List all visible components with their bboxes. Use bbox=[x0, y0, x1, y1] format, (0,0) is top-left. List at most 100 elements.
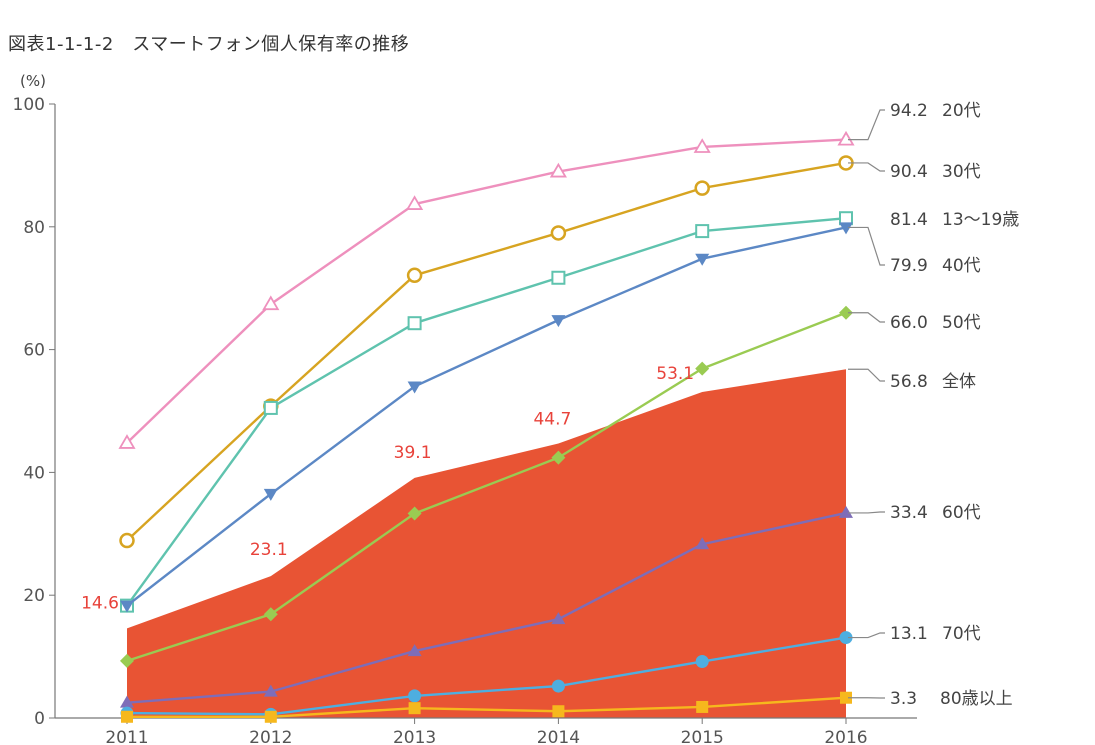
point-50代-2012 bbox=[263, 607, 278, 622]
label-layer: 14.6 23.1 39.1 44.7 53.1 94.2 20代 90.4 30代 81.4 13… bbox=[81, 101, 1019, 709]
point-80歳以上-2015 bbox=[696, 700, 709, 713]
x-tick-label-2012: 2012 bbox=[249, 728, 292, 745]
y-tick-label-0: 0 bbox=[34, 709, 45, 729]
total-data-label-2014: 44.7 bbox=[533, 410, 571, 430]
series-line-40代 bbox=[126, 226, 847, 607]
point-20代-2015 bbox=[693, 138, 711, 153]
end-value-50代: 66.0 bbox=[890, 313, 928, 333]
point-70代-2015 bbox=[695, 655, 709, 669]
leader-40代 bbox=[848, 226, 885, 266]
point-60代-2014 bbox=[551, 612, 566, 625]
point-80歳以上-2011 bbox=[121, 710, 133, 723]
total-data-label-2011: 14.6 bbox=[81, 593, 119, 613]
end-value-20代: 94.2 bbox=[890, 101, 928, 121]
end-value-30代: 90.4 bbox=[890, 162, 928, 182]
point-60代-2013 bbox=[407, 644, 422, 657]
end-value-70代: 13.1 bbox=[890, 624, 928, 644]
series-60代 bbox=[120, 505, 853, 708]
point-60代-2016 bbox=[839, 505, 853, 518]
series-20代 bbox=[118, 130, 855, 449]
area-layer bbox=[127, 369, 846, 718]
point-40代-2011 bbox=[120, 600, 134, 613]
end-value-40代: 79.9 bbox=[890, 256, 928, 276]
total-data-label-2015: 53.1 bbox=[656, 364, 694, 384]
point-50代-2014 bbox=[551, 450, 566, 465]
point-80歳以上-2014 bbox=[552, 705, 565, 718]
leader-70代 bbox=[848, 632, 885, 639]
y-tick-label-60: 60 bbox=[23, 341, 45, 361]
end-value-全体: 56.8 bbox=[890, 372, 928, 392]
leader-全体 bbox=[848, 368, 885, 382]
series-line-60代 bbox=[126, 511, 847, 704]
point-40代-2016 bbox=[839, 222, 853, 235]
chart-title: 図表1-1-1-2 スマートフォン個人保有率の推移 bbox=[8, 34, 410, 55]
total-data-label-2012: 23.1 bbox=[250, 540, 288, 560]
point-20代-2012 bbox=[262, 295, 280, 311]
point-13～19歳-2013 bbox=[407, 316, 422, 331]
point-40代-2014 bbox=[551, 315, 566, 328]
point-70代-2016 bbox=[839, 631, 853, 645]
y-tick-label-20: 20 bbox=[23, 586, 45, 606]
series-line-30代 bbox=[126, 161, 847, 542]
leader-50代 bbox=[848, 312, 885, 323]
point-20代-2011 bbox=[118, 434, 136, 449]
point-60代-2015 bbox=[695, 537, 710, 550]
y-axis-unit: (%) bbox=[20, 72, 46, 90]
point-40代-2012 bbox=[263, 488, 278, 501]
series-line-80歳以上 bbox=[127, 696, 847, 718]
point-20代-2016 bbox=[837, 130, 855, 146]
point-30代-2014 bbox=[550, 225, 567, 241]
end-name-30代: 30代 bbox=[942, 162, 981, 182]
point-40代-2015 bbox=[695, 253, 710, 266]
point-70代-2013 bbox=[408, 689, 422, 703]
end-name-全体: 全体 bbox=[942, 372, 976, 392]
series-layer bbox=[118, 130, 855, 723]
series-80歳以上 bbox=[121, 691, 852, 723]
y-tick-label-40: 40 bbox=[23, 463, 45, 483]
point-13～19歳-2016 bbox=[839, 211, 853, 226]
end-name-13～19歳: 13～19歳 bbox=[942, 210, 1019, 230]
point-60代-2011 bbox=[120, 695, 134, 708]
series-50代 bbox=[120, 305, 853, 668]
y-tick-label-80: 80 bbox=[23, 218, 45, 238]
end-name-40代: 40代 bbox=[942, 256, 981, 276]
total-area bbox=[127, 369, 846, 718]
point-30代-2011 bbox=[119, 532, 135, 549]
point-70代-2014 bbox=[551, 679, 565, 693]
x-tick-label-2016: 2016 bbox=[824, 728, 867, 745]
point-50代-2015 bbox=[695, 361, 710, 376]
x-tick-label-2015: 2015 bbox=[681, 728, 724, 745]
x-tick-label-2011: 2011 bbox=[105, 728, 148, 745]
x-tick-label-2014: 2014 bbox=[537, 728, 580, 745]
end-value-60代: 33.4 bbox=[890, 503, 928, 523]
series-line-13～19歳 bbox=[126, 217, 847, 607]
point-20代-2014 bbox=[549, 162, 567, 178]
series-line-70代 bbox=[126, 636, 847, 716]
series-30代 bbox=[119, 155, 854, 549]
point-50代-2011 bbox=[120, 653, 134, 668]
point-30代-2015 bbox=[694, 180, 710, 196]
end-name-20代: 20代 bbox=[942, 101, 981, 121]
point-40代-2013 bbox=[407, 381, 422, 394]
end-name-50代: 50代 bbox=[942, 313, 981, 333]
x-tick-label-2013: 2013 bbox=[393, 728, 436, 745]
point-30代-2013 bbox=[406, 267, 423, 284]
point-80歳以上-2013 bbox=[408, 702, 421, 715]
total-data-label-2013: 39.1 bbox=[394, 443, 432, 463]
series-line-20代 bbox=[126, 138, 847, 444]
leader-60代 bbox=[848, 511, 885, 514]
point-13～19歳-2012 bbox=[263, 400, 278, 415]
series-40代 bbox=[120, 222, 853, 613]
point-60代-2012 bbox=[263, 684, 278, 697]
series-line-50代 bbox=[126, 311, 847, 663]
point-13～19歳-2014 bbox=[551, 270, 566, 285]
y-tick-label-100: 100 bbox=[13, 95, 45, 115]
end-name-80歳以上: 80歳以上 bbox=[940, 689, 1013, 709]
point-13～19歳-2015 bbox=[695, 224, 710, 239]
point-50代-2013 bbox=[407, 506, 422, 521]
point-50代-2016 bbox=[839, 305, 853, 320]
leader-30代 bbox=[848, 162, 885, 172]
end-value-13～19歳: 81.4 bbox=[890, 210, 928, 230]
end-name-60代: 60代 bbox=[942, 503, 981, 523]
